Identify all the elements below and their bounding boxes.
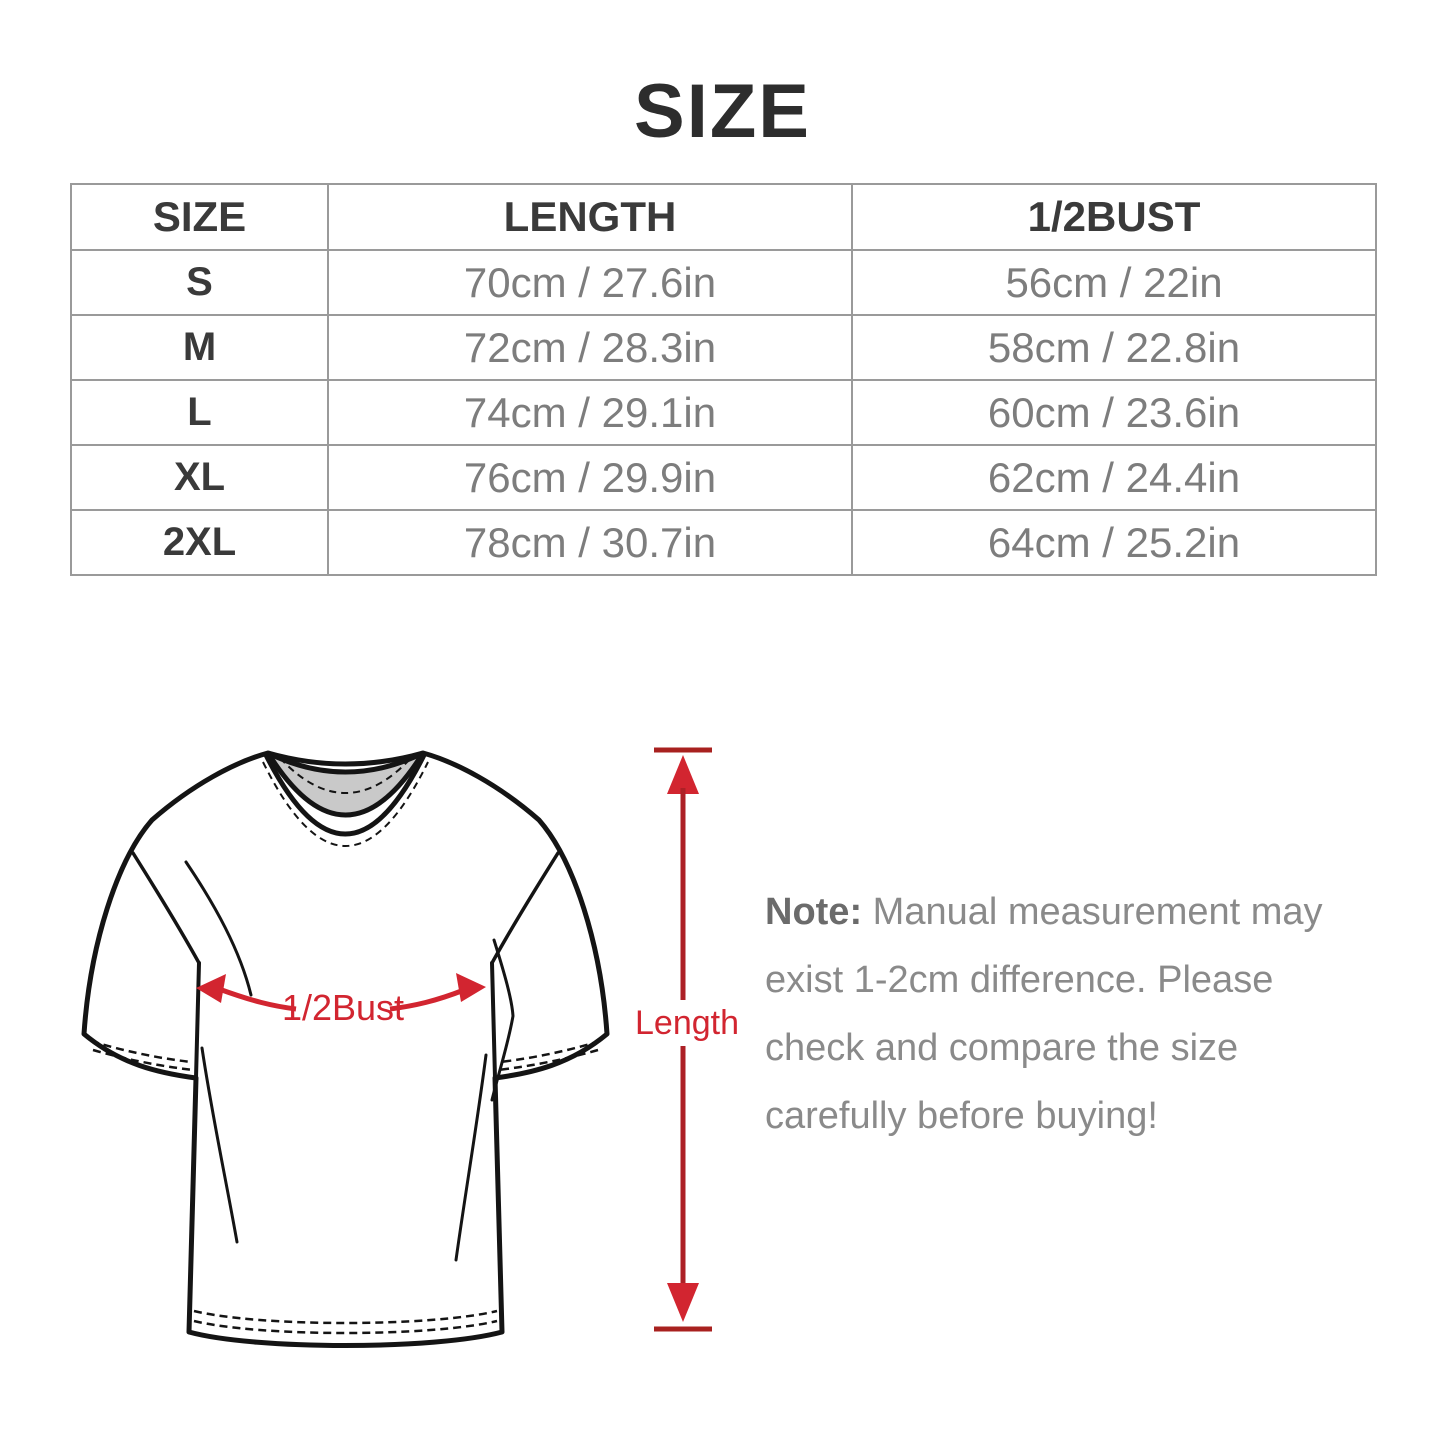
tshirt-outline xyxy=(81,750,610,1348)
length-cell: 72cm / 28.3in xyxy=(327,314,853,381)
note-label: Note: xyxy=(765,891,863,933)
length-dimension-label: Length xyxy=(635,1004,739,1042)
bust-measure-arrow: 1/2Bust xyxy=(196,973,486,1028)
half-bust-cell: 60cm / 23.6in xyxy=(851,379,1377,446)
size-cell: M xyxy=(70,314,329,381)
size-cell: XL xyxy=(70,444,329,511)
page-title: SIZE xyxy=(634,69,811,154)
table-header-row: SIZE LENGTH 1/2BUST xyxy=(70,183,1377,251)
column-header-half-bust: 1/2BUST xyxy=(851,183,1377,251)
tshirt-collar xyxy=(262,750,429,847)
half-bust-cell: 56cm / 22in xyxy=(851,249,1377,316)
note-text: Note: Manual measurement may exist 1-2cm… xyxy=(765,878,1365,1150)
length-cell: 78cm / 30.7in xyxy=(327,509,853,576)
size-table-body: S 70cm / 27.6in 56cm / 22in M 72cm / 28.3in 5… xyxy=(70,249,1377,576)
table-row: 2XL 78cm / 30.7in 64cm / 25.2in xyxy=(70,509,1377,576)
note-body: Manual measurement may exist 1-2cm diffe… xyxy=(765,891,1323,1137)
tshirt-stitching xyxy=(90,1039,601,1335)
bust-dimension-label: 1/2Bust xyxy=(282,987,404,1028)
size-cell: L xyxy=(70,379,329,446)
length-cell: 74cm / 29.1in xyxy=(327,379,853,446)
table-row: M 72cm / 28.3in 58cm / 22.8in xyxy=(70,314,1377,381)
length-cell: 76cm / 29.9in xyxy=(327,444,853,511)
half-bust-cell: 62cm / 24.4in xyxy=(851,444,1377,511)
column-header-size: SIZE xyxy=(70,183,329,251)
size-table: SIZE LENGTH 1/2BUST S 70cm / 27.6in 56cm /… xyxy=(70,183,1377,576)
column-header-length: LENGTH xyxy=(327,183,853,251)
size-cell: S xyxy=(70,249,329,316)
size-cell: 2XL xyxy=(70,509,329,576)
length-cell: 70cm / 27.6in xyxy=(327,249,853,316)
half-bust-cell: 64cm / 25.2in xyxy=(851,509,1377,576)
table-row: L 74cm / 29.1in 60cm / 23.6in xyxy=(70,379,1377,446)
table-row: XL 76cm / 29.9in 62cm / 24.4in xyxy=(70,444,1377,511)
tshirt-seam-lines xyxy=(131,851,560,1262)
half-bust-cell: 58cm / 22.8in xyxy=(851,314,1377,381)
tshirt-measurement-diagram: 1/2Bust Length xyxy=(81,747,739,1348)
length-measure-arrow: Length xyxy=(635,747,739,1332)
table-row: S 70cm / 27.6in 56cm / 22in xyxy=(70,249,1377,316)
